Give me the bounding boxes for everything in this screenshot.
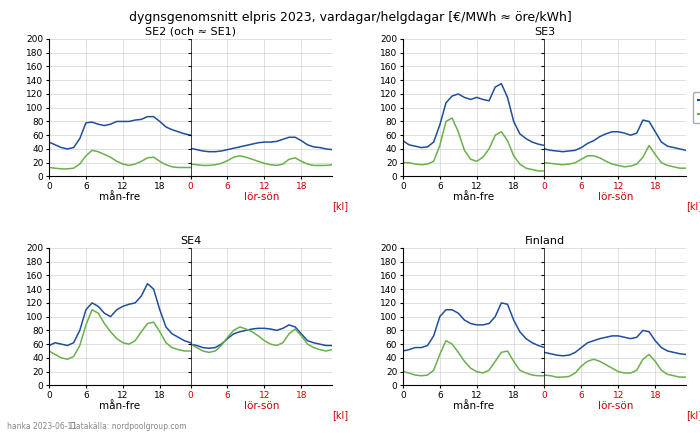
X-axis label: lör-sön: lör-sön [244,192,279,202]
Title: SE3: SE3 [534,27,555,37]
Text: dygnsgenomsnitt elpris 2023, vardagar/helgdagar [€/MWh ≈ öre/kWh]: dygnsgenomsnitt elpris 2023, vardagar/he… [129,11,571,24]
X-axis label: mån-fre: mån-fre [453,192,494,202]
Text: [kl]: [kl] [332,201,348,211]
Title: SE2 (och ≈ SE1): SE2 (och ≈ SE1) [145,27,236,37]
X-axis label: lör-sön: lör-sön [244,401,279,411]
Text: [kl]: [kl] [686,410,700,420]
X-axis label: mån-fre: mån-fre [99,401,140,411]
Text: [kl]: [kl] [332,410,348,420]
X-axis label: lör-sön: lör-sön [598,401,633,411]
Text: Datakälla: nordpoolgroup.com: Datakälla: nordpoolgroup.com [70,422,186,431]
Legend: januari 2023, maj 2023: januari 2023, maj 2023 [693,92,700,123]
Title: SE4: SE4 [180,236,201,246]
X-axis label: mån-fre: mån-fre [453,401,494,411]
Text: [kl]: [kl] [686,201,700,211]
X-axis label: mån-fre: mån-fre [99,192,140,202]
Text: hanka 2023-06-11: hanka 2023-06-11 [7,422,77,431]
X-axis label: lör-sön: lör-sön [598,192,633,202]
Title: Finland: Finland [524,236,564,246]
